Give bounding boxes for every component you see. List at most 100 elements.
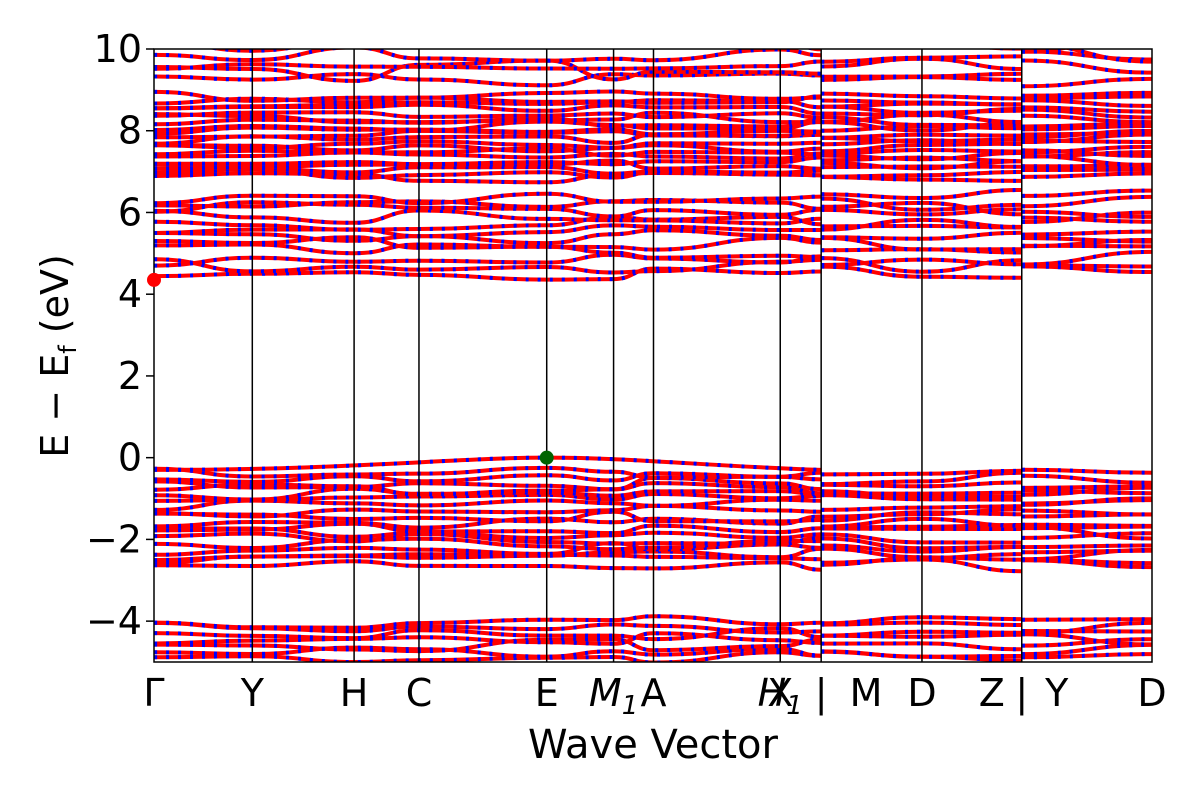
x-tick-label: Z [979,671,1005,715]
band-line-spin-down [208,49,822,53]
band-line-spin-down [154,89,822,103]
y-tick-label: 8 [118,109,142,153]
y-tick-label: 0 [118,436,142,480]
x-tick-label: Y [1044,671,1069,715]
band-line-spin-up [1021,543,1152,550]
y-axis-label: E − Ef (eV) [33,254,82,458]
band-line-spin-up [1021,58,1152,75]
band-line-spin-down [154,531,822,546]
band-line-spin-up [1021,131,1152,137]
band-line-spin-up [1021,209,1152,219]
band-line-spin-down [154,59,822,71]
band-line-spin-down [154,235,822,252]
band-line-spin-up [1021,229,1152,237]
x-tick-label: A [640,671,666,715]
y-tick-label: 4 [118,272,142,316]
band-line-spin-down [154,614,822,630]
band-line-spin-down [154,116,822,129]
band-line-spin-down [154,536,822,552]
x-tick-label: E [535,671,559,715]
x-tick-label: Γ [143,671,164,715]
band-line-spin-up [983,49,1022,51]
y-axis-label-unit: (eV) [33,254,77,345]
valence-band-top [154,455,822,472]
band-line-spin-up [1021,617,1152,622]
band-line-spin-up [1021,620,1152,636]
x-tick-label: M [850,671,883,715]
band-line-spin-up [1021,113,1152,125]
band-line-spin-up [154,150,822,161]
band-line-spin-down [154,631,822,646]
band-line-spin-down [154,252,822,268]
band-line-spin-down [154,626,822,642]
band-line-spin-up [1061,49,1152,64]
band-line-spin-up [1021,548,1152,555]
band-line-spin-up [1021,210,1152,224]
band-line-spin-down [154,257,822,275]
band-line-spin-down [154,481,822,497]
x-tick-label: X [767,671,793,715]
x-tick-label: | [815,671,828,716]
band-line-spin-up [1021,264,1152,274]
band-line-spin-down [154,146,822,158]
band-line-spin-up [1021,98,1152,108]
band-line-spin-down [154,191,822,206]
y-axis-label-sub: f [54,345,82,354]
x-tick-label: Y [240,671,265,715]
x-tick-label: C [406,671,433,715]
band-line-spin-up [1021,124,1152,132]
band-line-spin-down [154,49,822,63]
y-tick-label: 10 [94,27,142,71]
y-tick-label: 2 [118,354,142,398]
band-line-spin-down [154,170,822,185]
x-tick-label: D [1137,671,1166,715]
band-line-spin-down [154,142,822,154]
band-line-spin-up [1021,76,1152,89]
band-line-spin-up [1021,236,1152,244]
band-line-spin-up [1021,531,1152,540]
x-tick-label: M1 [589,671,638,721]
band-line-spin-up [154,71,822,88]
band-line-spin-down [154,559,822,572]
band-line-spin-down [983,49,1022,51]
band-line-spin-up [1021,194,1152,209]
band-line-spin-up [1021,637,1152,648]
band-line-spin-up [1021,496,1152,507]
extrema-markers [147,272,554,465]
y-tick-label: −4 [86,599,142,643]
band-line-spin-up [154,155,822,167]
band-line-spin-up [1021,249,1152,267]
band-line-spin-down [154,214,822,232]
band-line-spin-up [1021,105,1152,114]
x-tick-label: H1 [758,671,803,721]
band-line-spin-down [154,208,822,226]
band-line-spin-down [154,139,822,151]
band-line-spin-down [154,110,822,120]
band-line-spin-up [1021,107,1152,120]
band-line-spin-up [1021,467,1152,475]
band-line-spin-down [154,197,822,211]
band-line-spin-down [154,71,822,88]
band-line-spin-up [1021,215,1152,224]
band-line-spin-down [154,471,822,484]
band-line-spin-up [1021,629,1152,634]
band-line-spin-down [154,266,822,282]
band-line-spin-down [154,486,822,502]
band-line-spin-up [1021,90,1152,98]
band-line-spin-down [154,475,822,492]
band-line-spin-down [154,228,822,246]
band-line-spin-down [154,465,822,480]
band-line-spin-up [1021,49,1069,54]
y-axis: 10 8 6 4 2 0 −2 −4 [86,27,154,643]
band-line-spin-up [1021,171,1152,179]
x-tick-label: H [340,671,369,715]
y-axis-label-main: E − E [33,354,77,458]
band-line-spin-down [154,58,822,83]
y-tick-label: 6 [118,190,142,234]
x-axis-label: Wave Vector [528,722,779,768]
band-lines [154,49,1152,662]
band-line-spin-up [1021,144,1152,155]
band-line-spin-down [154,546,822,563]
band-line-spin-up [1021,484,1152,490]
